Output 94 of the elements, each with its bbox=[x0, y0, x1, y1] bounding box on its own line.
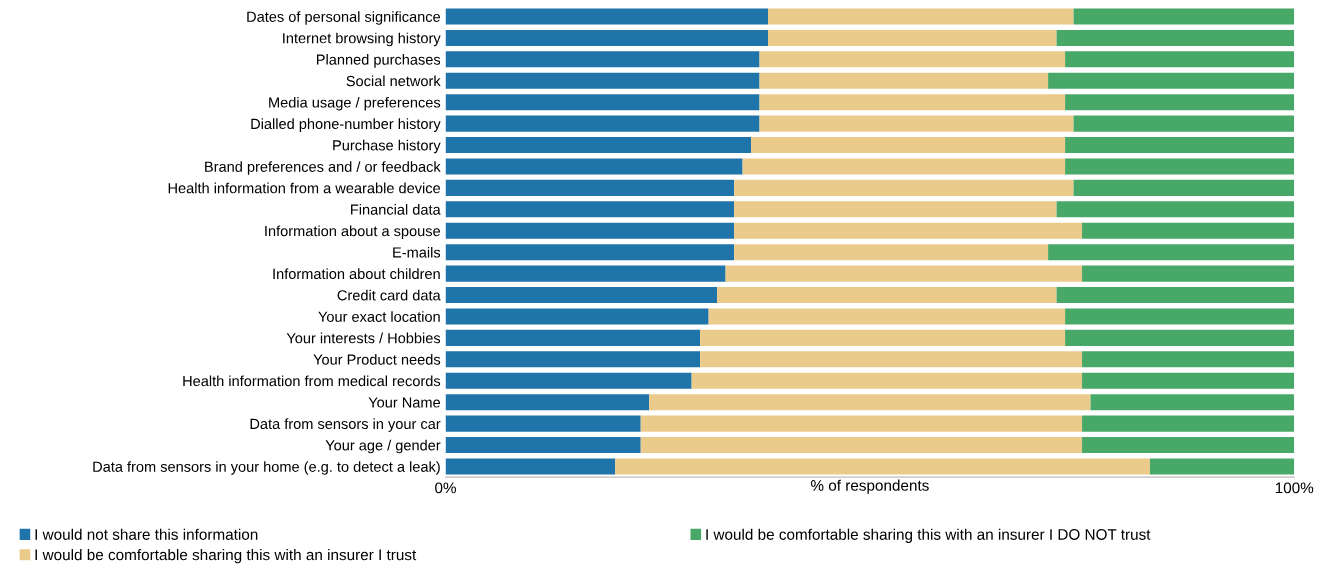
bar bbox=[445, 351, 701, 368]
bar bbox=[1073, 8, 1295, 25]
bar bbox=[445, 29, 769, 46]
bar bbox=[734, 222, 1083, 239]
y-tick-label: Data from sensors in your car bbox=[250, 418, 441, 432]
y-tick-label: Health information from medical records bbox=[183, 375, 441, 387]
y-tick-label: Financial data bbox=[351, 204, 441, 215]
bar bbox=[1065, 329, 1295, 346]
bar bbox=[1149, 458, 1295, 475]
bar bbox=[445, 115, 760, 132]
bar bbox=[445, 158, 743, 175]
bar bbox=[445, 51, 760, 68]
bar bbox=[759, 51, 1066, 68]
bar bbox=[1082, 222, 1295, 239]
bar bbox=[759, 115, 1074, 132]
legend-label: I would not share this information bbox=[35, 528, 258, 540]
bar bbox=[768, 8, 1074, 25]
bar bbox=[759, 72, 1049, 89]
y-tick-label: Brand preferences and / or feedback bbox=[205, 161, 441, 175]
bar bbox=[445, 308, 709, 325]
y-tick-label: Dialled phone-number history bbox=[251, 118, 441, 132]
bar bbox=[445, 201, 735, 218]
y-tick-label: Data from sensors in your home (e.g. to detect a leak) bbox=[93, 461, 440, 475]
legend-label: I would be comfortable sharing this with an insurer I trust bbox=[35, 549, 417, 564]
bar bbox=[768, 29, 1057, 46]
bar bbox=[445, 137, 752, 154]
bar bbox=[445, 244, 735, 261]
bar bbox=[1090, 394, 1295, 411]
bar bbox=[1048, 72, 1295, 89]
bar bbox=[445, 179, 735, 196]
y-tick-label: E-mails bbox=[393, 246, 441, 258]
bar bbox=[445, 437, 641, 454]
bar bbox=[445, 394, 650, 411]
bar bbox=[1065, 137, 1295, 154]
y-tick-label: Social network bbox=[346, 75, 441, 87]
y-tick-label: Information about a spouse bbox=[265, 225, 441, 240]
bar bbox=[1082, 265, 1295, 282]
bar bbox=[700, 351, 1083, 368]
bar bbox=[445, 8, 769, 25]
bar bbox=[445, 265, 726, 282]
y-tick-label: Dates of personal significance bbox=[247, 11, 441, 25]
y-tick-label: Media usage / preferences bbox=[269, 96, 441, 111]
bar bbox=[445, 222, 735, 239]
bar bbox=[734, 201, 1057, 218]
bar bbox=[1065, 51, 1295, 68]
bar bbox=[640, 415, 1083, 432]
bar bbox=[1065, 158, 1295, 175]
bar bbox=[1073, 115, 1295, 132]
bar bbox=[445, 94, 760, 111]
y-tick-label: Information about children bbox=[273, 268, 440, 280]
bar bbox=[1073, 179, 1295, 196]
y-tick-label: Your exact location bbox=[318, 311, 440, 322]
y-tick-label: Credit card data bbox=[337, 289, 441, 301]
bar bbox=[725, 265, 1083, 282]
bar bbox=[1048, 244, 1295, 261]
bar bbox=[700, 329, 1066, 346]
y-tick-label: Internet browsing history bbox=[283, 32, 441, 47]
bar bbox=[708, 308, 1066, 325]
bar bbox=[1056, 201, 1295, 218]
y-tick-label: Your Name bbox=[368, 397, 441, 408]
bar bbox=[1082, 415, 1295, 432]
bar bbox=[640, 437, 1083, 454]
bar bbox=[1056, 287, 1295, 304]
bar bbox=[734, 244, 1049, 261]
bar bbox=[1082, 372, 1295, 389]
bar bbox=[445, 415, 641, 432]
y-tick-label: Your age / gender bbox=[325, 439, 441, 454]
bar bbox=[1056, 29, 1295, 46]
bar bbox=[1082, 437, 1295, 454]
x-axis-title: % of respondents bbox=[810, 479, 929, 494]
bar bbox=[649, 394, 1091, 411]
bar bbox=[1082, 351, 1295, 368]
bar bbox=[1065, 308, 1295, 325]
bar bbox=[615, 458, 1150, 475]
y-tick-label: Your interests / Hobbies bbox=[286, 332, 441, 344]
y-tick-label: Planned purchases bbox=[317, 54, 441, 68]
bar bbox=[445, 287, 718, 304]
bar bbox=[1065, 94, 1295, 111]
bar bbox=[445, 458, 616, 475]
bar bbox=[445, 372, 692, 389]
legend-label: I would be comfortable sharing this with an insurer I DO NOT trust bbox=[706, 528, 1151, 543]
y-tick-label: Purchase history bbox=[333, 139, 441, 154]
x-tick-label: 100% bbox=[1275, 482, 1314, 494]
bar bbox=[759, 94, 1066, 111]
bar bbox=[717, 287, 1057, 304]
bar bbox=[691, 372, 1083, 389]
bar bbox=[751, 137, 1066, 154]
bar bbox=[734, 179, 1074, 196]
bar bbox=[445, 329, 701, 346]
x-tick-label: 0% bbox=[435, 482, 457, 494]
y-tick-label: Your Product needs bbox=[313, 354, 441, 365]
bar bbox=[445, 72, 760, 89]
y-tick-label: Health information from a wearable device bbox=[168, 182, 441, 194]
bar bbox=[742, 158, 1066, 175]
